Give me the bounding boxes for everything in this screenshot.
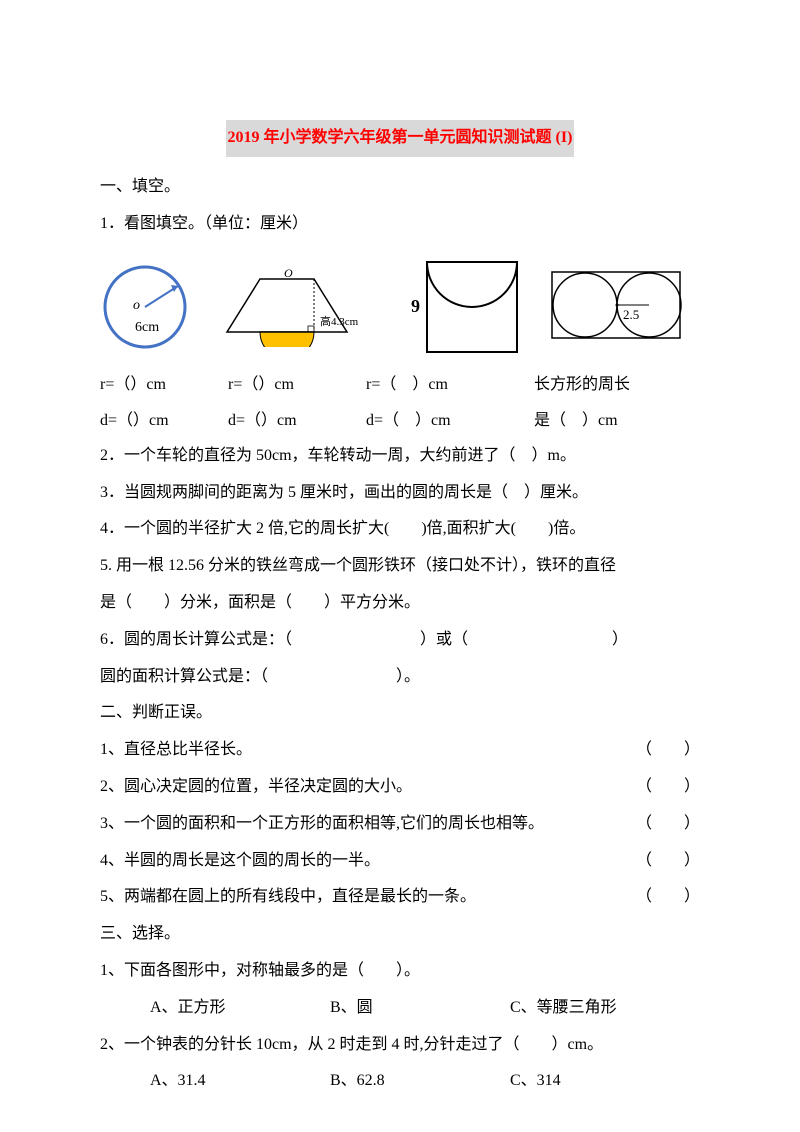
choice-b: B、圆 [330,990,510,1027]
svg-text:O: O [284,267,293,280]
q3-text: 3．当圆规两脚间的距离为 5 厘米时，画出的圆的周长是（ ）厘米。 [100,475,700,512]
fig1-r-label: r=（）cm [100,367,210,402]
svg-text:9: 9 [411,296,420,316]
svg-text:2.5: 2.5 [623,307,639,322]
tf-text: 5、两端都在圆上的所有线段中，直径是最长的一条。 [100,879,476,916]
tf-item-4: 4、半圆的周长是这个圆的周长的一半。 （ ） [100,843,700,880]
s3-q1-choices: A、正方形 B、圆 C、等腰三角形 [100,990,700,1027]
q6a-text: 6．圆的周长计算公式是：（ ）或（ ） [100,622,700,659]
s3-q2-choices: A、31.4 B、62.8 C、314 [100,1063,700,1100]
s3-q1: 1、下面各图形中，对称轴最多的是（ ）。 [100,953,700,990]
choice-c: C、314 [510,1063,561,1100]
tf-paren: （ ） [636,732,700,769]
tf-text: 1、直径总比半径长。 [100,732,252,769]
tf-paren: （ ） [636,769,700,806]
svg-text:6cm: 6cm [135,320,159,335]
section-3-heading: 三、选择。 [100,916,700,953]
tf-item-3: 3、一个圆的面积和一个正方形的面积相等,它们的周长也相等。 （ ） [100,806,700,843]
choice-c: C、等腰三角形 [510,990,617,1027]
q6b-text: 圆的面积计算公式是：（ ）。 [100,659,700,696]
fig4-label-a: 长方形的周长 [534,367,694,402]
q5b-text: 是（ ）分米，面积是（ ）平方分米。 [100,585,700,622]
figure-trapezoid: O 高4.3cm [222,267,387,347]
figure-labels-row1: r=（）cm r=（）cm r=（ ）cm 长方形的周长 [100,367,700,402]
tf-paren: （ ） [636,843,700,880]
svg-text:高4.3cm: 高4.3cm [320,314,359,328]
tf-paren: （ ） [636,879,700,916]
fig1-d-label: d=（）cm [100,403,210,438]
section-1-heading: 一、填空。 [100,169,700,206]
s3-q2: 2、一个钟表的分针长 10cm，从 2 时走到 4 时,分针走过了（ ）cm。 [100,1027,700,1064]
choice-b: B、62.8 [330,1063,510,1100]
tf-paren: （ ） [636,806,700,843]
tf-item-5: 5、两端都在圆上的所有线段中，直径是最长的一条。 （ ） [100,879,700,916]
choice-a: A、31.4 [150,1063,330,1100]
fig4-label-b: 是（ ）cm [534,403,694,438]
q4-text: 4．一个圆的半径扩大 2 倍,它的周长扩大( )倍,面积扩大( )倍。 [100,511,700,548]
choice-a: A、正方形 [150,990,330,1027]
section-2-heading: 二、判断正误。 [100,695,700,732]
tf-item-1: 1、直径总比半径长。 （ ） [100,732,700,769]
page-title: 2019 年小学数学六年级第一单元圆知识测试题 (I) [226,120,575,157]
fig3-d-label: d=（ ）cm [366,403,516,438]
tf-item-2: 2、圆心决定圆的位置，半径决定圆的大小。 （ ） [100,769,700,806]
figures-row: o 6cm O 高4.3cm 9 2.5 [100,254,700,359]
q2-text: 2．一个车轮的直径为 50cm，车轮转动一周，大约前进了（ ）m。 [100,438,700,475]
figure-circle-radius: o 6cm [100,259,200,354]
q5a-text: 5. 用一根 12.56 分米的铁丝弯成一个圆形铁环（接口处不计），铁环的直径 [100,548,700,585]
svg-text:o: o [133,298,140,313]
fig2-d-label: d=（）cm [228,403,348,438]
q1-text: 1．看图填空。（单位：厘米） [100,206,700,243]
fig3-r-label: r=（ ）cm [366,367,516,402]
fig2-r-label: r=（）cm [228,367,348,402]
tf-text: 4、半圆的周长是这个圆的周长的一半。 [100,843,380,880]
figure-rect-circles: 2.5 [546,262,686,352]
figure-square-arcs: 9 [409,254,524,359]
tf-text: 3、一个圆的面积和一个正方形的面积相等,它们的周长也相等。 [100,806,544,843]
tf-text: 2、圆心决定圆的位置，半径决定圆的大小。 [100,769,412,806]
figure-labels-row2: d=（）cm d=（）cm d=（ ）cm 是（ ）cm [100,403,700,438]
